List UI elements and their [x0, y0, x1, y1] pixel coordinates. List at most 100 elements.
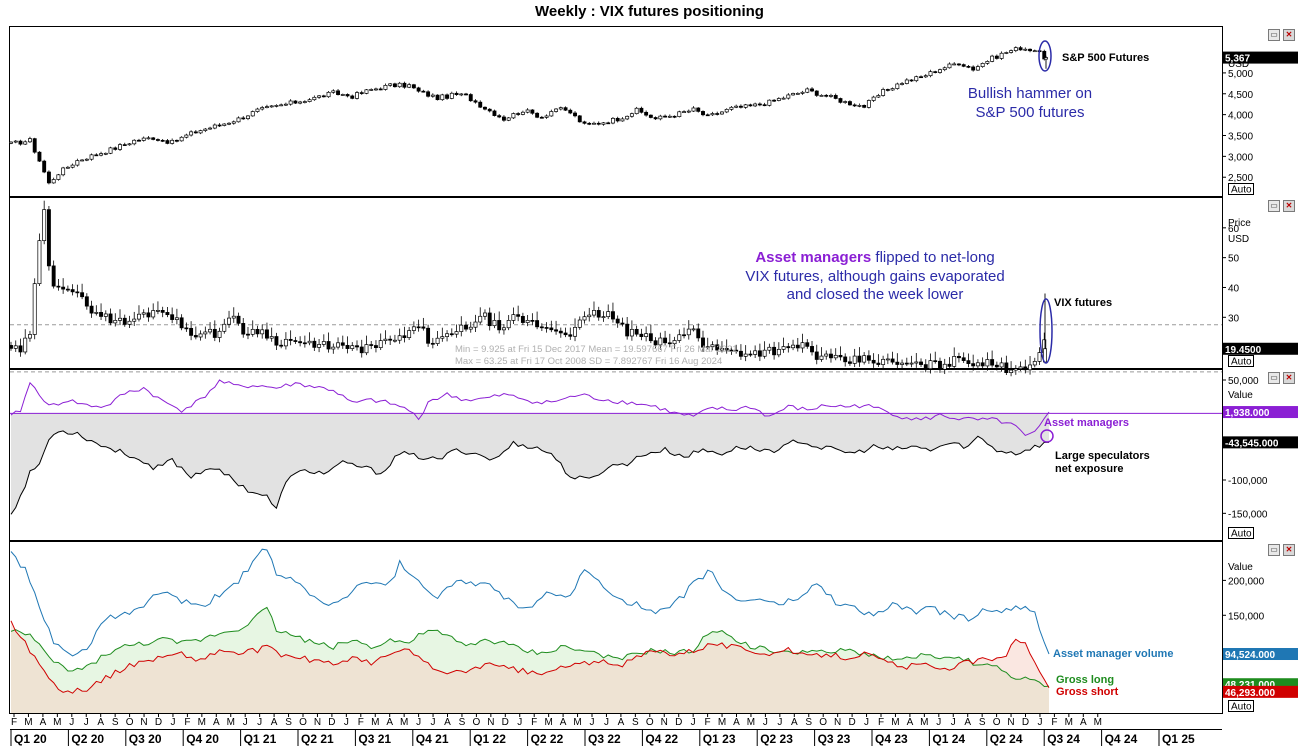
large-speculators-area-fill	[11, 413, 1049, 515]
vix-candle-body	[307, 340, 312, 344]
volume-close-icon[interactable]: ✕	[1283, 544, 1295, 556]
sp500-candle-body	[885, 89, 890, 91]
sp500-candle-body	[956, 63, 961, 66]
sp500-candle-body	[321, 95, 326, 98]
x-month-label: O	[993, 717, 1001, 728]
sp500-candle-body	[84, 158, 89, 161]
sp500-candle-body	[838, 98, 843, 103]
sp500-candle-body	[464, 93, 468, 96]
vix-candle-body	[241, 323, 246, 335]
gross-long-last-value-text: 48,231.000	[1225, 680, 1275, 691]
vix-candle-body	[985, 359, 990, 367]
sp500-candle-body	[137, 139, 141, 142]
x-month-label: O	[299, 717, 307, 728]
x-month-label: A	[618, 717, 625, 728]
sp500-candle-body	[326, 91, 331, 98]
sp500-candle-body	[994, 55, 999, 59]
x-month-label: A	[791, 717, 798, 728]
vix-candle-body	[468, 326, 473, 330]
sp500-candle-body	[246, 115, 250, 119]
sp500-close-icon[interactable]: ✕	[1283, 29, 1295, 41]
vix-candle-body	[743, 353, 748, 357]
sp500-candle-body	[155, 139, 160, 141]
sp500-candle-body	[530, 109, 535, 114]
sp500-minimize-icon[interactable]: ▭	[1268, 29, 1280, 41]
vix-candle-body	[255, 328, 260, 335]
volume-minimize-icon[interactable]: ▭	[1268, 544, 1280, 556]
vix-candle-body	[84, 296, 89, 307]
vix-candle-body	[179, 317, 184, 329]
panel3-auto-label: Auto	[1231, 702, 1252, 713]
vix-candle-body	[397, 335, 402, 341]
vix-candle-body	[426, 327, 431, 344]
sp500-candle-body	[999, 52, 1004, 59]
sp500-candle-body	[56, 174, 61, 180]
vix-candle-body	[715, 344, 720, 351]
sp500-hammer-body	[1044, 57, 1048, 60]
sp500-candle-body	[94, 154, 99, 157]
vix-candle-body	[293, 340, 298, 342]
vix-close-icon[interactable]: ✕	[1283, 200, 1295, 212]
vix-candle-body	[89, 305, 94, 314]
vix-candle-body	[738, 350, 743, 357]
sp500-candle-body	[392, 83, 397, 88]
sp500-candle-body	[933, 71, 938, 73]
x-quarter-label: Q1 25	[1162, 732, 1195, 746]
vix-candle-body	[378, 340, 383, 348]
vix-candle-body	[923, 364, 928, 370]
x-month-label: A	[733, 717, 740, 728]
sp500-candle-body	[440, 94, 445, 101]
vix-candle-body	[421, 326, 426, 329]
vix-candle-body	[70, 289, 75, 293]
panel3-tick-label: 150,000	[1228, 611, 1265, 622]
x-quarter-label: Q2 20	[71, 732, 104, 746]
sp500-candle-body	[501, 116, 506, 121]
x-month-label: A	[40, 717, 47, 728]
positions-close-icon[interactable]: ✕	[1283, 372, 1295, 384]
vix-annotation-rest: flipped to net-long	[871, 249, 994, 266]
vix-candle-body	[28, 334, 32, 339]
vix-candle-body	[227, 317, 231, 325]
sp500-candle-body	[663, 115, 668, 118]
vix-minimize-icon[interactable]: ▭	[1268, 200, 1280, 212]
vix-candle-body	[767, 346, 772, 351]
sp500-candle-body	[980, 62, 985, 67]
sp500-candle-body	[492, 110, 497, 116]
vix-candle-body	[359, 346, 364, 354]
x-quarter-label: Q2 23	[760, 732, 793, 746]
vix-candle-body	[530, 320, 535, 322]
vix-candle-body	[520, 316, 525, 323]
sp500-candle-body	[146, 137, 151, 140]
sp500-candle-body	[449, 92, 454, 99]
gross-short-last-value-box	[1223, 685, 1298, 698]
sp500-candle-body	[942, 67, 947, 71]
sp500-candle-body	[307, 99, 312, 102]
x-month-label: J	[69, 717, 74, 728]
vix-candle-body	[94, 312, 99, 314]
asset-manager-volume-last-value-box	[1223, 648, 1298, 661]
vix-candle-body	[919, 361, 923, 365]
vix-candle-body	[312, 340, 317, 348]
sp500-candle-body	[786, 94, 791, 99]
sp500-candle-body	[13, 140, 18, 143]
vix-candle-body	[909, 362, 914, 365]
asset-manager-volume-line	[10, 548, 1050, 657]
x-month-label: J	[763, 717, 768, 728]
vix-candle-body	[606, 311, 611, 318]
vix-highlight-ellipse	[1039, 298, 1053, 364]
vix-candle-body	[246, 333, 250, 336]
vix-candle-body	[61, 286, 66, 290]
vix-candle-body	[165, 312, 170, 316]
x-month-label: J	[936, 717, 941, 728]
panel1-auto-box	[1228, 355, 1254, 367]
sp500-candle-body	[658, 115, 663, 120]
sp500-candle-body	[222, 123, 227, 126]
sp500-candle-body	[563, 107, 568, 111]
vix-candle-body	[32, 283, 37, 335]
sp500-candle-body	[606, 122, 611, 125]
sp500-candle-body	[364, 89, 369, 94]
positions-minimize-icon[interactable]: ▭	[1268, 372, 1280, 384]
sp500-candle-body	[331, 90, 336, 93]
vix-stats-line2: Max = 63.25 at Fri 17 Oct 2008 SD = 7.89…	[455, 356, 722, 367]
vix-candle-body	[345, 344, 350, 349]
